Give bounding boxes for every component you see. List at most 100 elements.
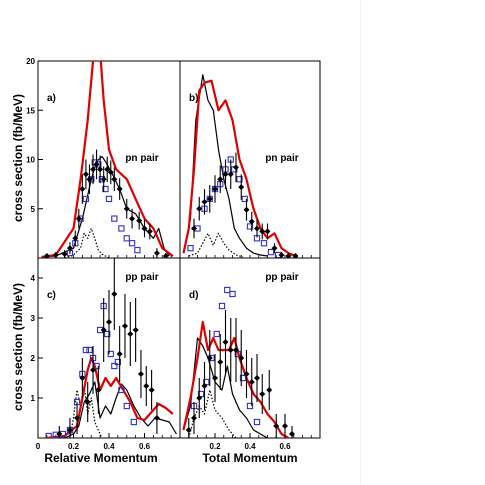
filled-diamond-point <box>254 225 260 232</box>
filled-diamond-point <box>90 367 97 373</box>
filled-diamond-point <box>56 431 63 437</box>
filled-diamond-point <box>66 245 73 252</box>
filled-diamond-point <box>264 228 271 235</box>
filled-diamond-point <box>212 375 218 381</box>
filled-diamond-point <box>61 251 68 258</box>
side-divider <box>360 0 361 485</box>
filled-diamond-point <box>90 166 97 173</box>
filled-diamond-point <box>196 205 203 212</box>
open-square-point <box>128 240 136 247</box>
filled-diamond-point <box>116 351 123 357</box>
red-curve <box>46 356 174 438</box>
filled-diamond-point <box>206 355 213 361</box>
filled-diamond-point <box>153 415 160 421</box>
x-tick-label: 0.4 <box>244 442 256 451</box>
black-curve <box>64 381 177 438</box>
filled-diamond-point <box>266 387 273 393</box>
filled-diamond-point <box>132 327 139 333</box>
filled-diamond-point <box>191 415 197 421</box>
open-square-point <box>82 195 90 203</box>
x-tick-label: 0.6 <box>139 442 151 451</box>
filled-diamond-point <box>121 323 128 329</box>
panel-b: b) pn pair <box>179 60 321 259</box>
open-square-point <box>234 350 241 358</box>
panel-d: 0.2 0.4 0.6 d) pp pair <box>179 257 321 451</box>
filled-diamond-point <box>148 387 155 393</box>
filled-diamond-point <box>259 228 266 235</box>
filled-diamond-point <box>97 166 104 173</box>
dotted-curve <box>64 227 110 258</box>
filled-diamond-point <box>271 245 278 252</box>
panel-c-plot-area <box>45 258 177 438</box>
x-tick-label: 0.4 <box>103 442 115 451</box>
x-axis-label-left: Relative Momentum <box>44 451 157 465</box>
filled-diamond-point <box>233 347 239 353</box>
filled-diamond-point <box>289 431 295 437</box>
x-tick-label: 0.2 <box>68 442 80 451</box>
filled-diamond-point <box>136 217 143 224</box>
filled-diamond-point <box>74 415 81 421</box>
filled-diamond-point <box>153 250 160 257</box>
filled-diamond-point <box>107 169 114 176</box>
filled-diamond-point <box>217 359 224 365</box>
filled-diamond-point <box>111 176 118 183</box>
filled-diamond-point <box>206 195 213 202</box>
red-curve <box>182 79 296 258</box>
filled-diamond-point <box>259 391 266 397</box>
panel-a-annotation: pn pair <box>125 153 158 164</box>
filled-diamond-point <box>227 171 234 178</box>
filled-diamond-point <box>72 235 79 242</box>
filled-diamond-point <box>222 171 229 178</box>
open-square-point <box>203 378 210 386</box>
filled-diamond-point <box>196 395 203 401</box>
filled-diamond-point <box>185 427 192 433</box>
open-square-point <box>241 195 248 203</box>
panel-b-annotation: pn pair <box>265 153 298 164</box>
filled-diamond-point <box>254 375 260 381</box>
filled-diamond-point <box>248 218 255 225</box>
panel-a-label: a) <box>47 93 56 104</box>
filled-diamond-point <box>123 205 130 212</box>
panel-b-plot-area <box>182 74 299 258</box>
filled-diamond-point <box>79 375 86 381</box>
filled-diamond-point <box>222 339 229 345</box>
y-tick-label: 4 <box>31 274 36 283</box>
y-axis-label-top: cross section (fb/MeV) <box>11 94 25 222</box>
y-tick-label: 5 <box>31 205 36 214</box>
filled-diamond-point <box>238 184 245 191</box>
red-curve <box>41 61 174 258</box>
open-square-point <box>246 223 254 230</box>
filled-diamond-point <box>82 171 89 178</box>
open-square-point <box>197 390 205 398</box>
filled-diamond-point <box>75 215 82 222</box>
filled-diamond-point <box>137 371 144 377</box>
open-square-point <box>218 302 226 310</box>
filled-diamond-point <box>238 355 245 361</box>
panel-a: 5 10 15 20 a) pn pair <box>26 57 181 259</box>
filled-diamond-point <box>292 253 299 258</box>
open-square-point <box>118 386 125 394</box>
filled-diamond-point <box>278 252 285 258</box>
open-square-point <box>253 418 261 426</box>
panel-c: 1 2 3 4 0 0.2 0.4 0.6 c) pp pair <box>31 257 181 451</box>
open-square-point <box>224 286 231 294</box>
y-tick-label: 15 <box>26 106 35 115</box>
black-curve <box>41 155 170 258</box>
filled-diamond-point <box>79 186 86 193</box>
open-square-point <box>260 240 268 247</box>
dotted-curve <box>188 389 237 438</box>
x-tick-label: 0.2 <box>209 442 221 451</box>
open-square-point <box>236 176 243 183</box>
open-square-point <box>111 362 118 370</box>
filled-diamond-point <box>86 176 93 183</box>
y-tick-label: 10 <box>26 156 35 165</box>
open-square-point <box>105 195 113 203</box>
open-square-point <box>114 358 122 366</box>
panel-b-label: b) <box>189 93 198 104</box>
open-square-point <box>86 346 93 354</box>
filled-diamond-point <box>100 327 107 333</box>
open-square-point <box>104 330 111 338</box>
filled-diamond-point <box>243 371 250 377</box>
y-axis-label-bottom: cross section (fb/MeV) <box>11 283 25 411</box>
